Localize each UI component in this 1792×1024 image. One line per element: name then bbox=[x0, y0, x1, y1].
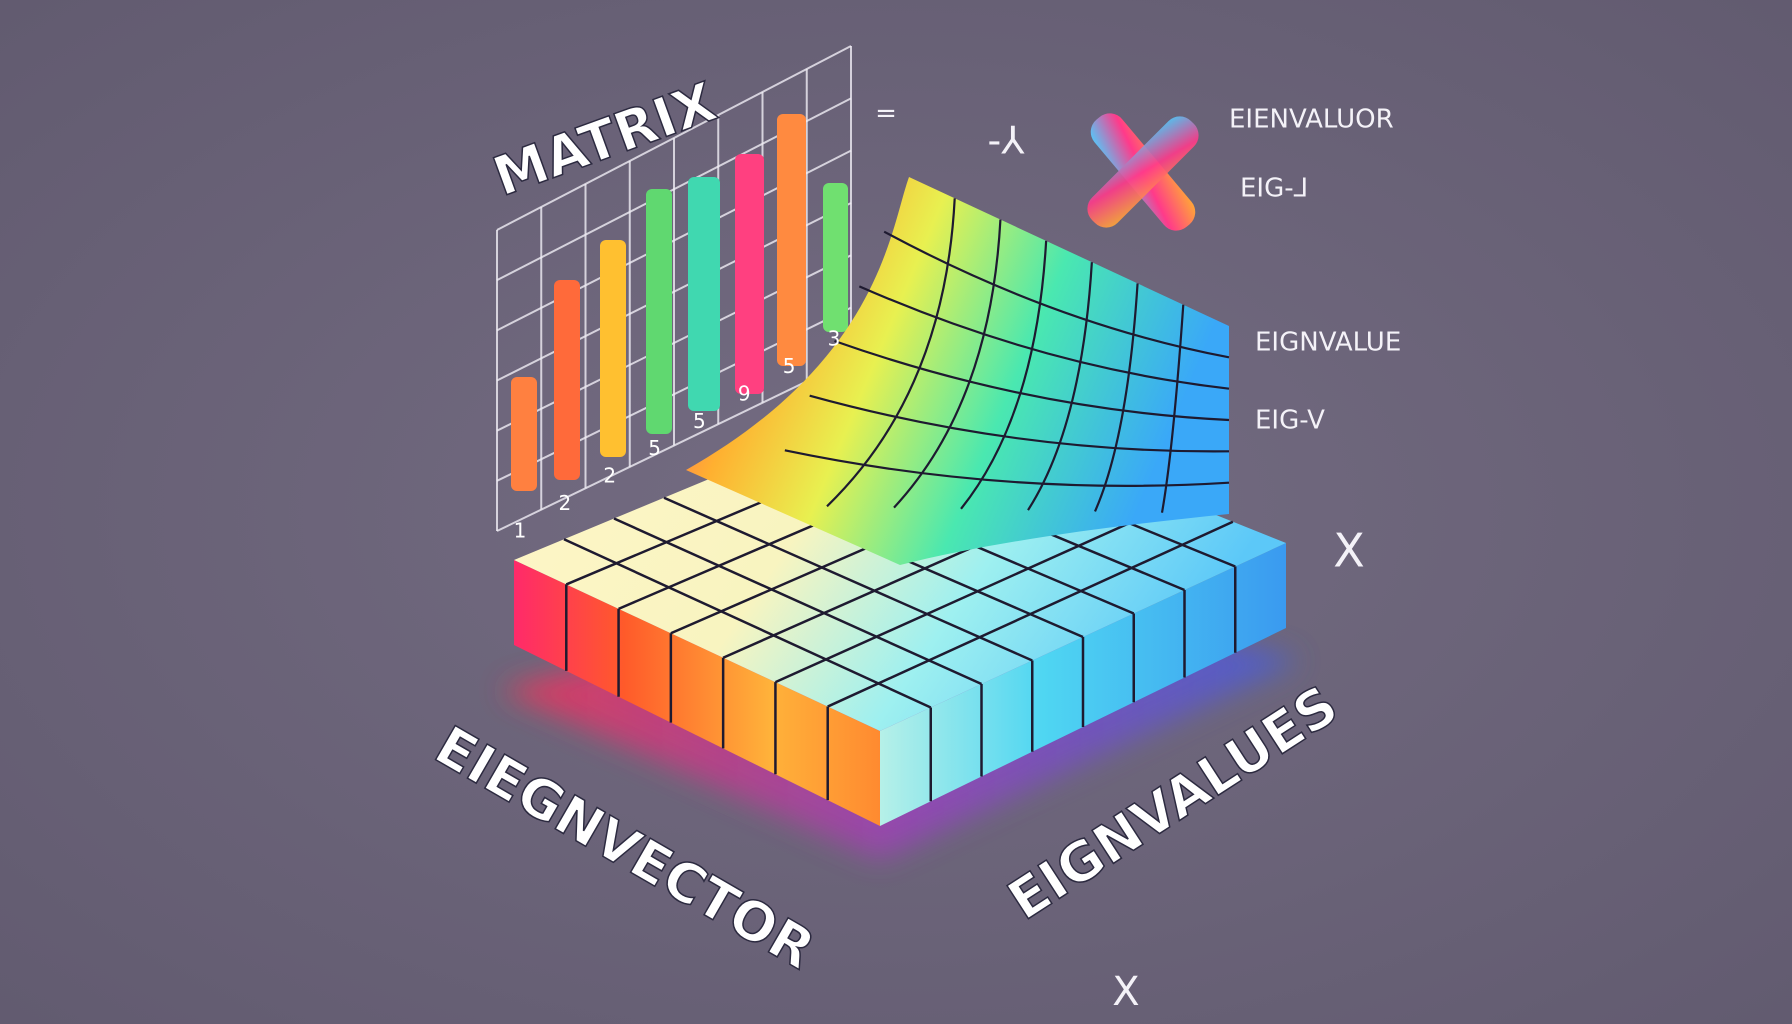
x-bottom-label: X bbox=[1112, 969, 1139, 1015]
bars bbox=[511, 114, 848, 491]
bar bbox=[823, 183, 848, 332]
eig-top-label: EIG-⅃ bbox=[1240, 174, 1308, 204]
x-stroke bbox=[1087, 116, 1199, 228]
wall-grid-line bbox=[834, 339, 1230, 422]
eignvalue-label: EIGNVALUE bbox=[1255, 328, 1401, 358]
bar bbox=[554, 280, 580, 480]
slab-grid-line bbox=[663, 496, 1033, 662]
axis-number: 5 bbox=[693, 409, 706, 433]
wall-grid bbox=[784, 198, 1230, 513]
panel-grid-line bbox=[496, 359, 852, 532]
wall-grid-line bbox=[784, 449, 1230, 487]
axis-number: 2 bbox=[603, 464, 616, 488]
x-right-label: X bbox=[1333, 524, 1365, 578]
bar bbox=[600, 240, 626, 457]
bar bbox=[777, 114, 806, 366]
minus-symbol: -⅄ bbox=[988, 119, 1026, 163]
axis-number: 1 bbox=[514, 519, 527, 543]
wall-grid-line bbox=[1027, 262, 1093, 511]
wall-grid-line bbox=[858, 285, 1230, 390]
wall-grid-line bbox=[826, 198, 956, 508]
axis-number: 5 bbox=[783, 354, 796, 378]
bar bbox=[646, 189, 672, 434]
x-logo bbox=[1087, 113, 1199, 231]
wall-grid-line bbox=[960, 240, 1048, 510]
axis-number: 3 bbox=[828, 327, 841, 351]
axis-number: 9 bbox=[738, 381, 751, 405]
slab-grid-line bbox=[563, 538, 932, 709]
wall-grid-line bbox=[893, 219, 1002, 509]
bar bbox=[511, 377, 537, 491]
axis-numbers: 1 2 2 5 5 9 5 3 bbox=[514, 327, 841, 543]
bar bbox=[735, 154, 764, 394]
eig-mid-label: EIG-V bbox=[1255, 406, 1325, 436]
slab-grid-line bbox=[613, 517, 983, 686]
axis-number: 2 bbox=[558, 491, 571, 515]
wall bbox=[686, 177, 1229, 565]
equals-sign: = bbox=[875, 99, 897, 129]
wall-grid-line bbox=[883, 230, 1230, 359]
axis-number: 5 bbox=[648, 436, 661, 460]
wall-grid-line bbox=[1093, 283, 1139, 512]
slab-left bbox=[514, 560, 880, 826]
wall-grid-line bbox=[809, 394, 1230, 453]
eigenvaluor-label: EIENVALUOR bbox=[1229, 105, 1394, 135]
wall-grid-line bbox=[1160, 304, 1185, 513]
panel-grid-line bbox=[496, 45, 852, 231]
bar bbox=[688, 177, 720, 411]
